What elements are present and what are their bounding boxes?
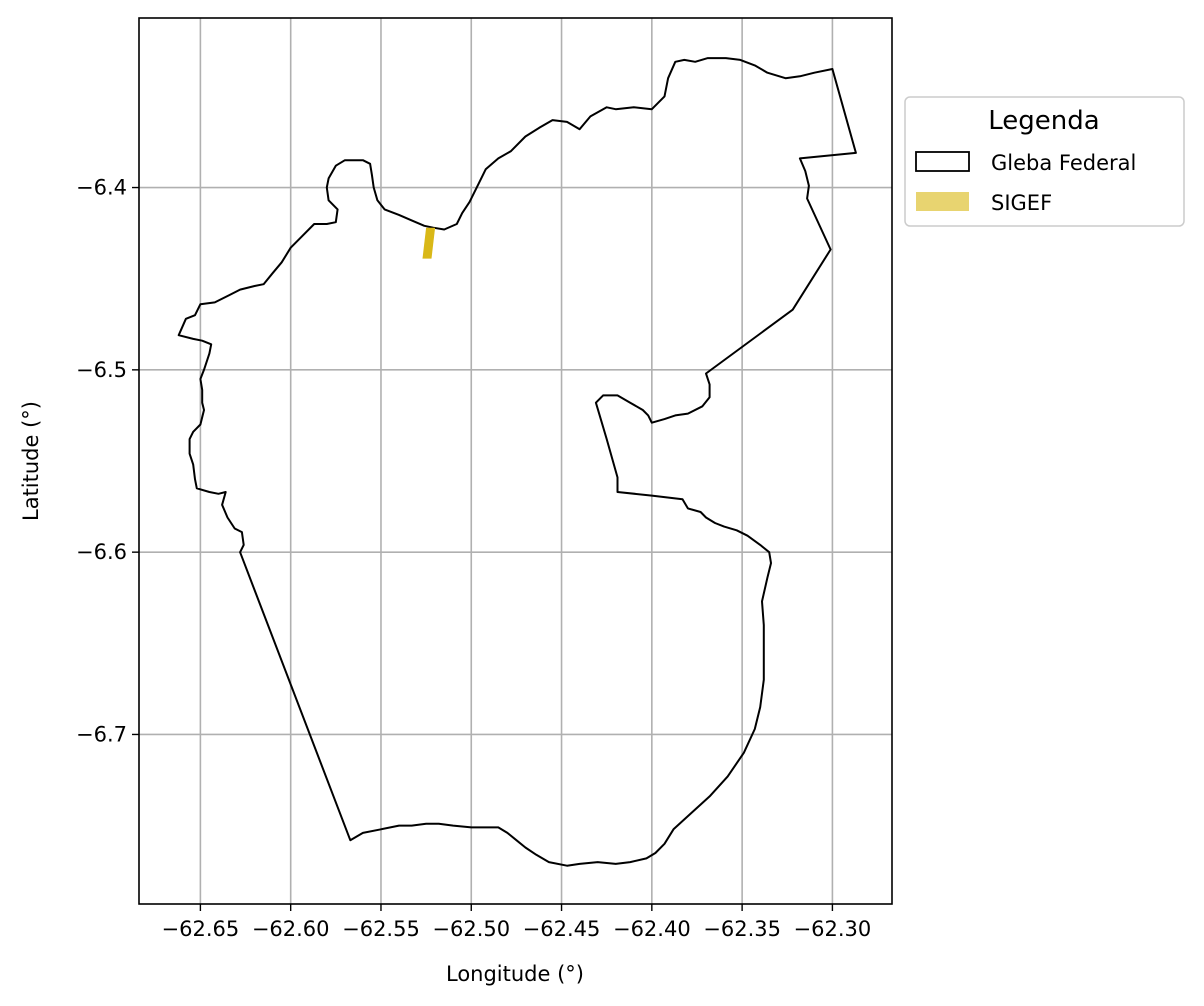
x-tick-label: −62.45 — [523, 917, 601, 941]
x-tick-label: −62.40 — [613, 917, 691, 941]
legend-label-sigef: SIGEF — [991, 191, 1052, 215]
x-axis-label: Longitude (°) — [446, 962, 584, 986]
layer-sigef-polygon — [422, 227, 436, 259]
legend-label-gleba-federal: Gleba Federal — [991, 151, 1136, 175]
legend-swatch-gleba-federal — [915, 151, 970, 172]
legend-frame — [904, 96, 1185, 227]
x-tick-label: −62.35 — [703, 917, 781, 941]
y-axis-label: Latitude (°) — [19, 401, 43, 521]
legend-title: Legenda — [988, 106, 1099, 136]
plot-frame — [138, 17, 893, 905]
x-tick-label: −62.55 — [342, 917, 420, 941]
layer-gleba-federal-polygon — [177, 57, 857, 867]
x-tick-label: −62.60 — [252, 917, 330, 941]
x-tick-label: −62.50 — [432, 917, 510, 941]
gridlines — [139, 18, 892, 904]
y-tick-label: −6.5 — [76, 358, 127, 382]
x-tick-label: −62.65 — [162, 917, 240, 941]
y-axis: −6.4 −6.5 −6.6 −6.7 — [76, 176, 139, 746]
y-tick-label: −6.6 — [76, 540, 127, 564]
x-tick-label: −62.30 — [794, 917, 872, 941]
legend-swatch-sigef — [916, 192, 969, 211]
x-axis: −62.65 −62.60 −62.55 −62.50 −62.45 −62.40 −62.… — [162, 904, 872, 941]
legend: Legenda Gleba Federal SIGEF — [904, 96, 1185, 227]
y-tick-label: −6.7 — [76, 722, 127, 746]
map-layers — [177, 57, 857, 867]
y-tick-label: −6.4 — [76, 176, 127, 200]
